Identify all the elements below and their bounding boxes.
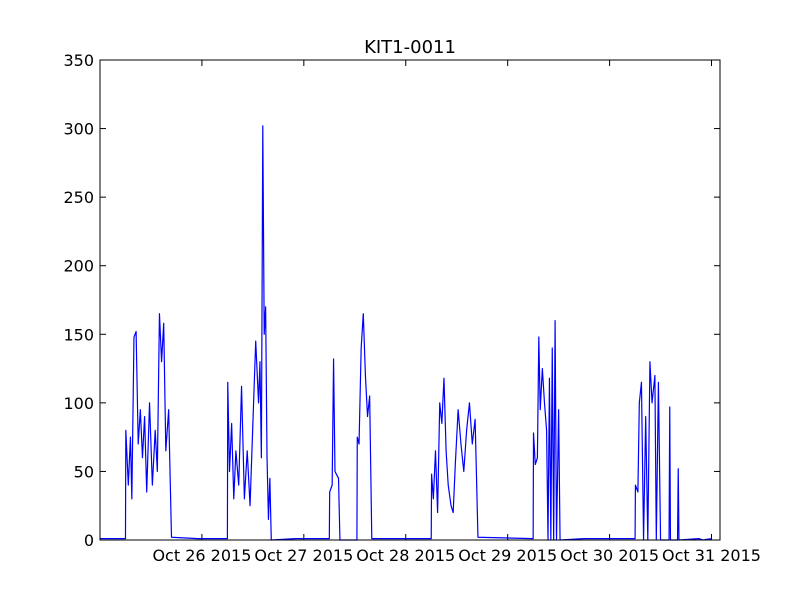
chart-title: KIT1-0011: [364, 37, 456, 58]
x-tick-label: Oct 30 2015: [560, 546, 659, 565]
y-tick-label: 250: [63, 188, 94, 207]
y-tick-label: 0: [84, 531, 94, 550]
plot-area: [100, 125, 712, 541]
x-tick-label: Oct 29 2015: [458, 546, 557, 565]
x-axis: Oct 26 2015 Oct 27 2015 Oct 28 2015 Oct 29 …: [152, 60, 761, 565]
y-tick-label: 350: [63, 51, 94, 70]
axes-frame: [99, 59, 721, 541]
x-tick-label: Oct 28 2015: [356, 546, 455, 565]
y-tick-label: 150: [63, 325, 94, 344]
x-tick-label: Oct 27 2015: [254, 546, 353, 565]
x-tick-label: Oct 31 2015: [662, 546, 761, 565]
y-tick-label: 200: [63, 257, 94, 276]
y-tick-label: 50: [74, 462, 94, 481]
x-tick-label: Oct 26 2015: [152, 546, 251, 565]
y-tick-label: 100: [63, 394, 94, 413]
y-tick-label: 300: [63, 120, 94, 139]
y-axis: 0 50 100 150 200 250 300 350: [63, 51, 720, 550]
series-line: [100, 125, 712, 541]
